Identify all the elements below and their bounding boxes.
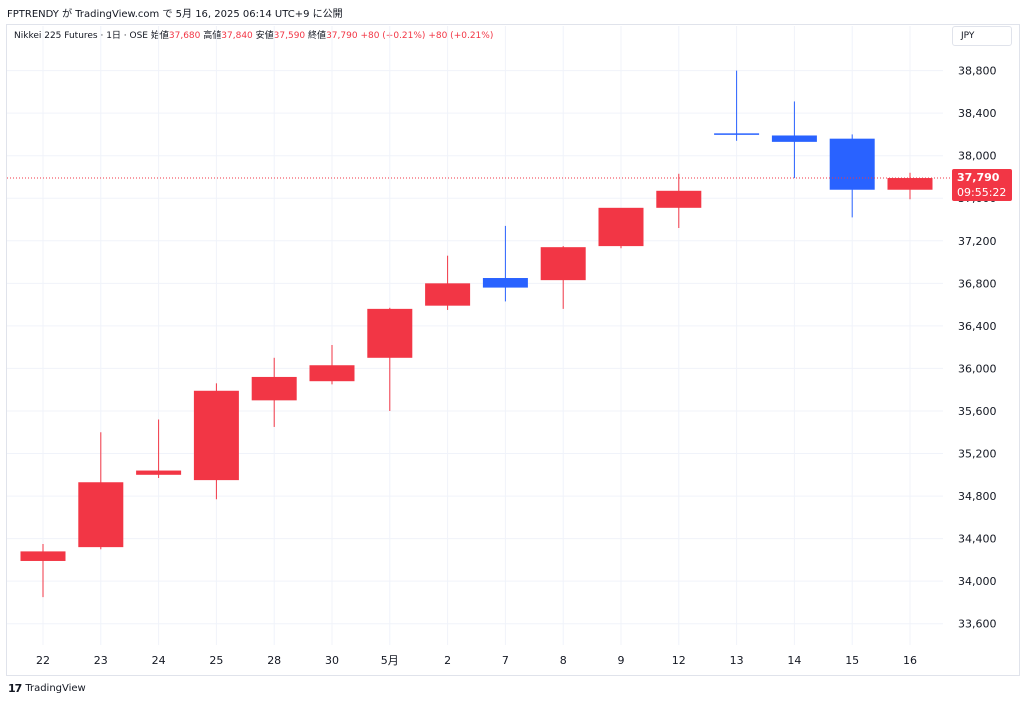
candle-body [482,278,528,288]
x-axis: 22 23 24 25 28 30 5月 2 7 8 9 12 13 14 15 16 [36,654,917,667]
open-label: 始値 [150,31,169,41]
x-tick-label: 15 [845,654,859,667]
countdown-label: 09:55:22 [957,186,1006,199]
x-tick-label: 22 [36,654,50,667]
y-tick-label: 38,400 [958,107,997,120]
y-tick-label: 37,200 [958,235,997,248]
x-tick-label: 8 [560,654,567,667]
x-tick-label: 2 [444,654,451,667]
y-tick-label: 36,000 [958,362,997,375]
symbol-name[interactable]: Nikkei 225 Futures · 1日 · OSE [14,31,148,41]
y-tick-label: 34,000 [958,575,997,588]
grid [7,26,943,645]
candle-body [540,247,586,281]
candle-body [78,482,124,548]
candle-body [136,470,182,475]
high-label: 高値 [203,31,222,41]
tradingview-logo[interactable]: 17 TradingView [8,682,86,695]
y-tick-label: 34,400 [958,533,997,546]
x-tick-label: 12 [672,654,686,667]
publish-info: FPTRENDY が TradingView.com で 5月 16, 2025… [7,9,343,20]
high-value: 37,840 [221,31,253,41]
candles [20,70,933,598]
candle-body [829,138,875,190]
candle-body [771,135,817,142]
candle-body [714,133,760,135]
candle-body [598,207,644,247]
candle-body [193,390,239,481]
close-value: 37,790 [326,31,358,41]
last-price-badge [952,169,1012,202]
last-price-marker: 37,790 09:55:22 [7,169,1012,202]
y-axis: 33,600 34,000 34,400 34,800 35,200 35,600 36,0… [958,65,997,631]
candle-body [20,551,66,561]
y-tick-label: 38,000 [958,150,997,163]
tradingview-brand: TradingView [25,683,86,694]
candle-body [887,178,933,190]
x-tick-label: 16 [903,654,917,667]
x-tick-label: 14 [787,654,801,667]
y-tick-label: 36,800 [958,277,997,290]
candle-body [367,308,413,358]
symbol-legend: Nikkei 225 Futures · 1日 · OSE 始値37,680 高… [14,28,493,41]
chart-frame [6,24,1020,676]
y-tick-label: 35,600 [958,405,997,418]
y-tick-label: 38,800 [958,65,997,78]
tradingview-logo-icon: 17 [8,682,22,695]
y-tick-label: 35,200 [958,448,997,461]
x-tick-label: 28 [267,654,281,667]
candle-body [251,376,297,401]
close-label: 終値 [308,31,327,41]
x-tick-label: 5月 [381,654,399,667]
low-label: 安値 [255,31,274,41]
candle-body [425,283,471,306]
change-percent: +80 (+0.21%) [428,31,494,41]
y-tick-label: 34,800 [958,490,997,503]
x-tick-label: 24 [152,654,166,667]
x-tick-label: 9 [618,654,625,667]
currency-button[interactable]: JPY [952,26,1012,46]
candle-body [656,190,702,208]
change-value: +80 (+0.21%) [360,31,426,41]
x-tick-label: 13 [730,654,744,667]
low-value: 37,590 [273,31,306,41]
x-tick-label: 23 [94,654,108,667]
y-tick-label: 33,600 [958,618,997,631]
x-tick-label: 30 [325,654,339,667]
y-tick-label: 36,400 [958,320,997,333]
x-tick-label: 25 [209,654,223,667]
candle-body [309,365,355,382]
last-price-label: 37,790 [957,171,1000,184]
x-tick-label: 7 [502,654,509,667]
open-value: 37,680 [168,31,201,41]
